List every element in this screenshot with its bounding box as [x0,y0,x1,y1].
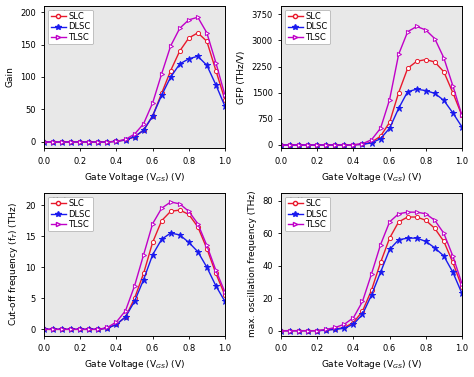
Text: (b): (b) [51,197,68,210]
Legend: SLC, DLSC, TLSC: SLC, DLSC, TLSC [285,197,330,231]
X-axis label: Gate Voltage (V$_{GS}$) (V): Gate Voltage (V$_{GS}$) (V) [84,171,185,184]
X-axis label: Gate Voltage (V$_{GS}$) (V): Gate Voltage (V$_{GS}$) (V) [84,359,185,371]
X-axis label: Gate Voltage (V$_{GS}$) (V): Gate Voltage (V$_{GS}$) (V) [321,359,422,371]
Text: (c): (c) [288,10,304,23]
Text: (a): (a) [51,10,68,23]
Y-axis label: max. oscillation frequency (THz): max. oscillation frequency (THz) [247,191,256,337]
Legend: SLC, DLSC, TLSC: SLC, DLSC, TLSC [48,10,93,44]
Y-axis label: Gain: Gain [6,67,15,87]
X-axis label: Gate Voltage (V$_{GS}$) (V): Gate Voltage (V$_{GS}$) (V) [321,171,422,184]
Y-axis label: Cut-off frequency (f$_T$) (THz): Cut-off frequency (f$_T$) (THz) [7,202,20,326]
Legend: SLC, DLSC, TLSC: SLC, DLSC, TLSC [48,197,93,231]
Y-axis label: GFP (THz/V): GFP (THz/V) [237,50,246,104]
Legend: SLC, DLSC, TLSC: SLC, DLSC, TLSC [285,10,330,44]
Text: (d): (d) [288,197,305,210]
